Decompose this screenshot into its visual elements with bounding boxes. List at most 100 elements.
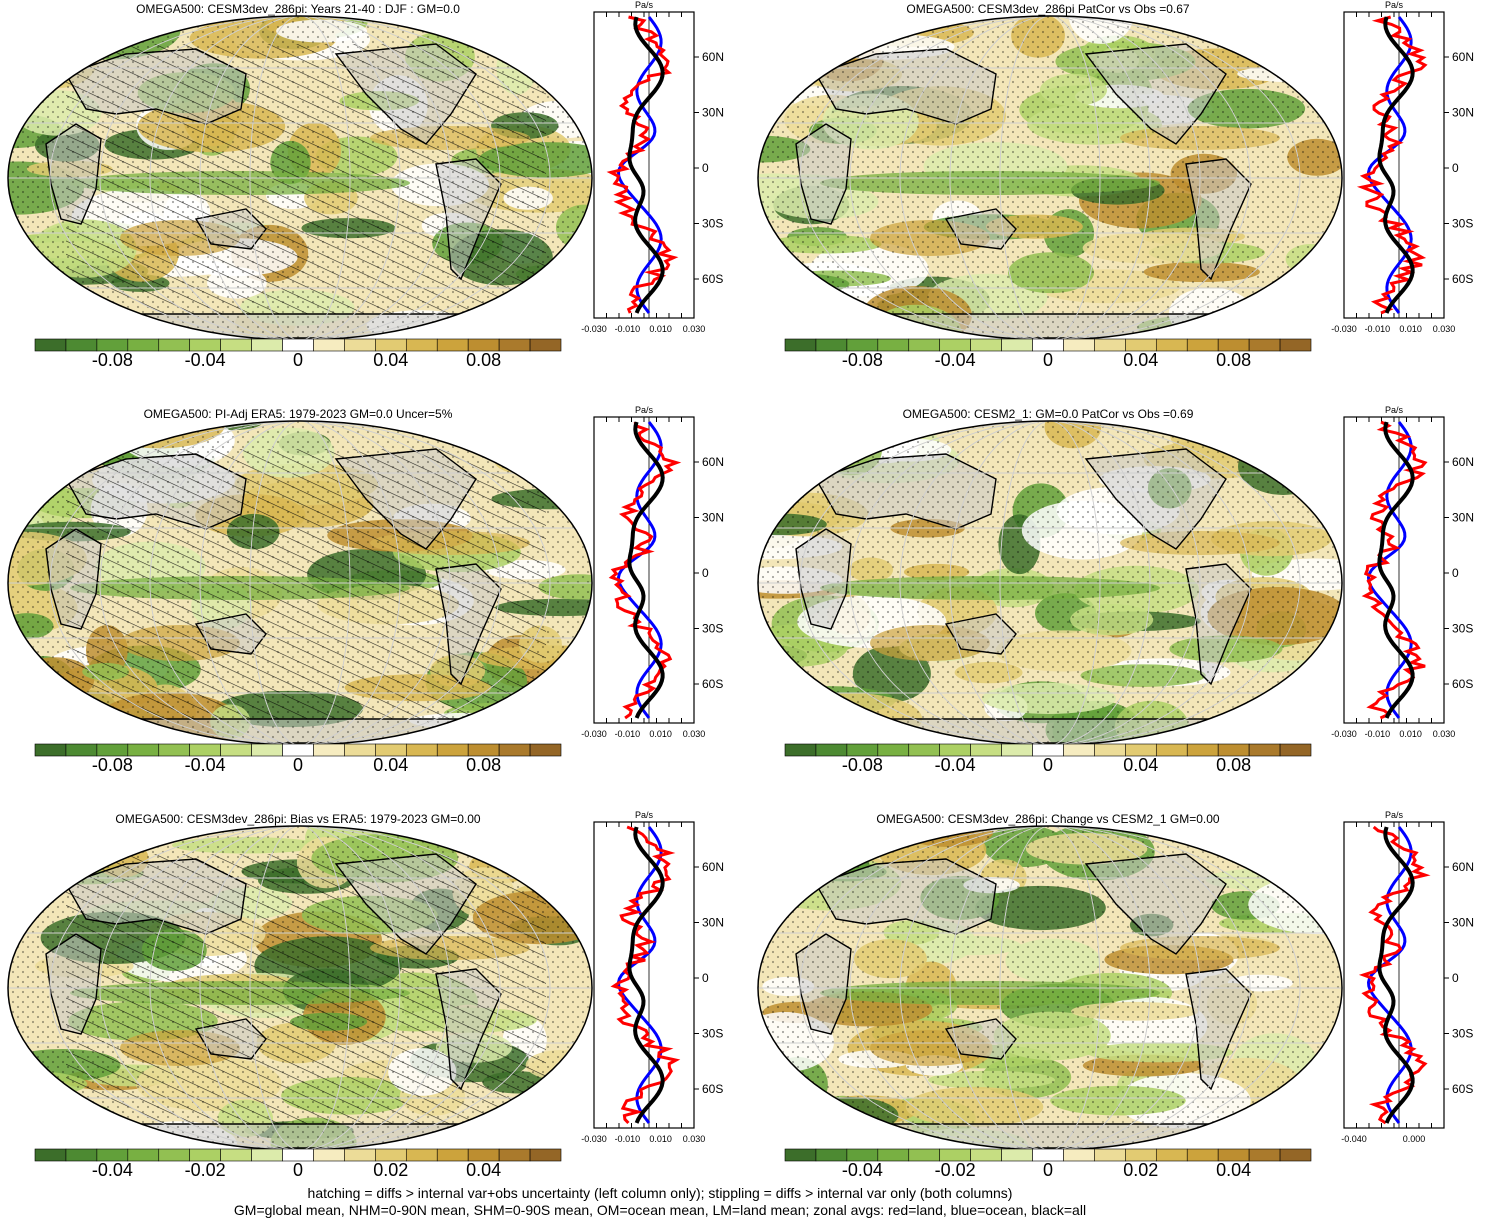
- zonal-unit: Pa/s: [1385, 405, 1404, 415]
- colorbar-tick-label: 0.08: [1216, 755, 1252, 775]
- lat-tick-label: 30N: [1452, 106, 1474, 120]
- zonal-average-plot: Pa/s 60N 30N 0 30S 60S -0.030 -0.010 0.010 0.030: [1331, 405, 1474, 739]
- colorbar-tick-label: -0.04: [841, 1160, 883, 1180]
- lat-tick-label: 30N: [702, 106, 724, 120]
- zonal-curve-ocean: [616, 16, 663, 314]
- colorbar-swatch: [1279, 1148, 1312, 1162]
- zonal-curve-all: [627, 421, 665, 719]
- zonal-average-plot: Pa/s 60N 30N 0 30S 60S -0.030 -0.010 0.010 0.030: [581, 405, 724, 739]
- map: [757, 825, 1343, 1151]
- lat-tick-label: 0: [702, 161, 709, 175]
- colorbar: [34, 338, 562, 352]
- panel-1: OMEGA500: CESM3dev_286pi: Years 21-40 : …: [0, 0, 742, 400]
- colorbar-swatch: [529, 1148, 562, 1162]
- zonal-average-plot: Pa/s 60N 30N 0 30S 60S -0.040 0.000: [1341, 810, 1474, 1144]
- zonal-x-tick-label: 0.030: [683, 324, 706, 334]
- panel-3: OMEGA500: PI-Adj ERA5: 1979-2023 GM=0.0 …: [0, 405, 742, 805]
- lat-tick-label: 30S: [702, 217, 723, 231]
- colorbar-labels: -0.08 -0.04 0 0.04 0.08: [0, 755, 600, 777]
- map: [7, 15, 593, 341]
- zonal-average-plot: Pa/s 60N 30N 0 30S 60S -0.030 -0.010 0.010 0.030: [581, 810, 724, 1144]
- lat-tick-label: 60S: [1452, 677, 1473, 691]
- zonal-x-tick-label: 0.030: [1433, 729, 1456, 739]
- colorbar-tick-label: -0.08: [841, 755, 883, 775]
- zonal-average-plot: Pa/s 60N 30N 0 30S 60S -0.030 -0.010 0.010 0.030: [1331, 0, 1474, 334]
- zonal-x-tick-label: 0.030: [683, 1134, 706, 1144]
- zonal-x-tick-label: -0.010: [615, 324, 641, 334]
- lat-tick-label: 0: [1452, 161, 1459, 175]
- lat-tick-label: 60S: [702, 1082, 723, 1096]
- zonal-curve-land: [1356, 15, 1428, 315]
- colorbar-labels: -0.08 -0.04 0 0.04 0.08: [0, 350, 600, 372]
- colorbar-tick-label: -0.04: [934, 755, 976, 775]
- zonal-x-tick-label: 0.000: [1403, 1134, 1426, 1144]
- zonal-curve-ocean: [1366, 421, 1413, 719]
- colorbar-tick-label: 0.04: [1123, 350, 1159, 370]
- colorbar-tick-label: -0.02: [934, 1160, 976, 1180]
- colorbar-labels: -0.08 -0.04 0 0.04 0.08: [750, 755, 1350, 777]
- zonal-curve-all: [627, 826, 665, 1124]
- colorbar: [34, 1148, 562, 1162]
- colorbar: [784, 338, 1312, 352]
- colorbar-tick-label: -0.04: [184, 350, 226, 370]
- zonal-curve-all: [1377, 826, 1415, 1124]
- lat-tick-label: 30S: [702, 622, 723, 636]
- lat-tick-label: 30S: [1452, 1027, 1473, 1041]
- panel-title: OMEGA500: CESM3dev_286pi: Bias vs ERA5: …: [115, 812, 481, 826]
- colorbar-tick-label: 0.08: [466, 350, 502, 370]
- colorbar: [784, 1148, 1312, 1162]
- colorbar-tick-label: 0: [292, 1160, 304, 1180]
- zonal-curve-ocean: [616, 826, 663, 1124]
- lat-tick-label: 60S: [702, 272, 723, 286]
- colorbar-tick-label: -0.04: [934, 350, 976, 370]
- colorbar-tick-label: 0: [292, 350, 304, 370]
- zonal-x-tick-label: -0.010: [615, 729, 641, 739]
- panel-title: OMEGA500: CESM3dev_286pi PatCor vs Obs =…: [906, 2, 1190, 16]
- zonal-x-tick-label: 0.010: [649, 729, 672, 739]
- colorbar-labels: -0.04 -0.02 0 0.02 0.04: [0, 1160, 600, 1182]
- colorbar-tick-label: 0.04: [1123, 755, 1159, 775]
- colorbar-swatch: [1279, 743, 1312, 757]
- colorbar-tick-label: 0: [1042, 1160, 1054, 1180]
- zonal-x-tick-label: 0.030: [1433, 324, 1456, 334]
- zonal-x-tick-label: 0.010: [1399, 324, 1422, 334]
- colorbar-tick-label: 0.04: [1216, 1160, 1252, 1180]
- zonal-x-tick-label: -0.030: [581, 1134, 607, 1144]
- panel-5: OMEGA500: CESM3dev_286pi: Bias vs ERA5: …: [0, 810, 742, 1210]
- zonal-curve-ocean: [1366, 826, 1413, 1124]
- colorbar-tick-label: 0: [1042, 350, 1054, 370]
- map: [757, 420, 1343, 746]
- zonal-curve-land: [606, 15, 679, 314]
- lat-tick-label: 0: [702, 971, 709, 985]
- panel-title: OMEGA500: CESM3dev_286pi: Years 21-40 : …: [136, 2, 460, 16]
- colorbar-tick-label: 0.04: [466, 1160, 502, 1180]
- panel-4: OMEGA500: CESM2_1: GM=0.0 PatCor vs Obs …: [750, 405, 1485, 805]
- lat-tick-label: 30N: [1452, 511, 1474, 525]
- map: [7, 825, 593, 1151]
- colorbar-tick-label: -0.08: [841, 350, 883, 370]
- lat-tick-label: 60S: [702, 677, 723, 691]
- zonal-unit: Pa/s: [635, 810, 654, 820]
- zonal-average-plot: Pa/s 60N 30N 0 30S 60S -0.030 -0.010 0.010 0.030: [581, 0, 724, 334]
- colorbar-tick-label: -0.08: [91, 350, 133, 370]
- colorbar-tick-label: 0.08: [466, 755, 502, 775]
- colorbar: [784, 743, 1312, 757]
- lat-tick-label: 60N: [1452, 860, 1474, 874]
- lat-tick-label: 30S: [1452, 217, 1473, 231]
- zonal-x-tick-label: -0.010: [615, 1134, 641, 1144]
- colorbar-tick-label: 0: [292, 755, 304, 775]
- zonal-x-tick-label: -0.010: [1365, 324, 1391, 334]
- zonal-curve-ocean: [616, 421, 663, 719]
- zonal-x-tick-label: -0.030: [581, 729, 607, 739]
- zonal-x-tick-label: -0.040: [1341, 1134, 1367, 1144]
- panel-title: OMEGA500: CESM3dev_286pi: Change vs CESM…: [876, 812, 1220, 826]
- zonal-x-tick-label: 0.010: [649, 324, 672, 334]
- zonal-unit: Pa/s: [1385, 810, 1404, 820]
- colorbar-tick-label: -0.02: [184, 1160, 226, 1180]
- map: [757, 15, 1343, 341]
- panel-2: OMEGA500: CESM3dev_286pi PatCor vs Obs =…: [750, 0, 1485, 400]
- lat-tick-label: 0: [702, 566, 709, 580]
- lat-tick-label: 60N: [1452, 455, 1474, 469]
- colorbar-tick-label: -0.04: [91, 1160, 133, 1180]
- zonal-curve-all: [1377, 16, 1415, 314]
